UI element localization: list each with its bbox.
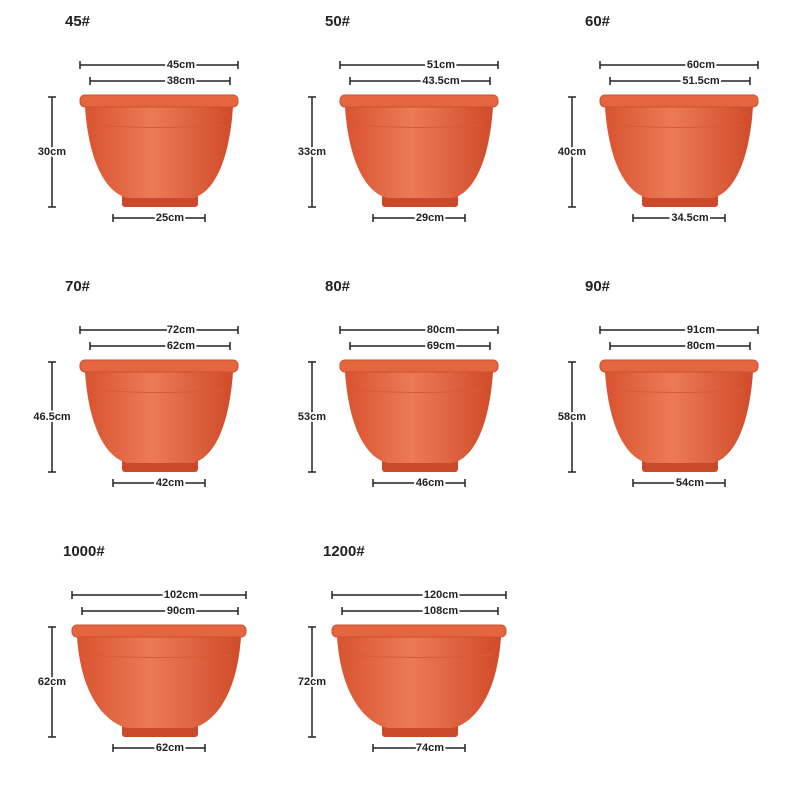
- pot-band: [613, 124, 745, 128]
- outer-diameter: 45cm: [167, 59, 195, 71]
- inner-diameter: 69cm: [427, 340, 455, 352]
- inner-diameter: 80cm: [687, 340, 715, 352]
- height: 72cm: [298, 676, 326, 688]
- pot-body: [345, 107, 493, 198]
- pot-rim: [339, 94, 499, 108]
- pot-band: [93, 124, 225, 128]
- pot-body: [85, 372, 233, 463]
- pot-band: [93, 389, 225, 393]
- pot-body: [337, 637, 501, 728]
- outer-diameter: 51cm: [427, 59, 455, 71]
- inner-diameter: 90cm: [167, 605, 195, 617]
- inner-diameter: 51.5cm: [682, 75, 720, 87]
- height: 33cm: [298, 146, 326, 158]
- pot-rim: [331, 624, 507, 638]
- inner-diameter: 62cm: [167, 340, 195, 352]
- pot-body: [605, 107, 753, 198]
- bottom-diameter: 74cm: [416, 742, 444, 754]
- pot-rim: [71, 624, 247, 638]
- height: 40cm: [558, 146, 586, 158]
- outer-diameter: 120cm: [424, 589, 458, 601]
- bottom-diameter: 25cm: [156, 212, 184, 224]
- inner-diameter: 108cm: [424, 605, 458, 617]
- model-label: 80#: [325, 278, 351, 295]
- model-label: 70#: [65, 278, 91, 295]
- pot-band: [353, 389, 485, 393]
- pot-body: [85, 107, 233, 198]
- pot-band: [345, 654, 493, 658]
- model-label: 90#: [585, 278, 611, 295]
- model-label: 60#: [585, 13, 611, 30]
- height: 62cm: [38, 676, 66, 688]
- inner-diameter: 38cm: [167, 75, 195, 87]
- bottom-diameter: 42cm: [156, 477, 184, 489]
- outer-diameter: 102cm: [164, 589, 198, 601]
- pot-rim: [79, 359, 239, 373]
- outer-diameter: 60cm: [687, 59, 715, 71]
- bottom-diameter: 34.5cm: [671, 212, 709, 224]
- outer-diameter: 91cm: [687, 324, 715, 336]
- pot-rim: [599, 359, 759, 373]
- height: 30cm: [38, 146, 66, 158]
- outer-diameter: 72cm: [167, 324, 195, 336]
- pot-body: [605, 372, 753, 463]
- bottom-diameter: 46cm: [416, 477, 444, 489]
- height: 53cm: [298, 411, 326, 423]
- bottom-diameter: 54cm: [676, 477, 704, 489]
- bottom-diameter: 62cm: [156, 742, 184, 754]
- height: 46.5cm: [33, 411, 71, 423]
- height: 58cm: [558, 411, 586, 423]
- model-label: 45#: [65, 13, 91, 30]
- pot-body: [77, 637, 241, 728]
- bottom-diameter: 29cm: [416, 212, 444, 224]
- pot-body: [345, 372, 493, 463]
- pot-band: [85, 654, 233, 658]
- pot-rim: [79, 94, 239, 108]
- model-label: 1200#: [323, 543, 365, 560]
- pot-rim: [339, 359, 499, 373]
- outer-diameter: 80cm: [427, 324, 455, 336]
- pot-band: [353, 124, 485, 128]
- pot-rim: [599, 94, 759, 108]
- inner-diameter: 43.5cm: [422, 75, 460, 87]
- model-label: 50#: [325, 13, 351, 30]
- pot-band: [613, 389, 745, 393]
- model-label: 1000#: [63, 543, 105, 560]
